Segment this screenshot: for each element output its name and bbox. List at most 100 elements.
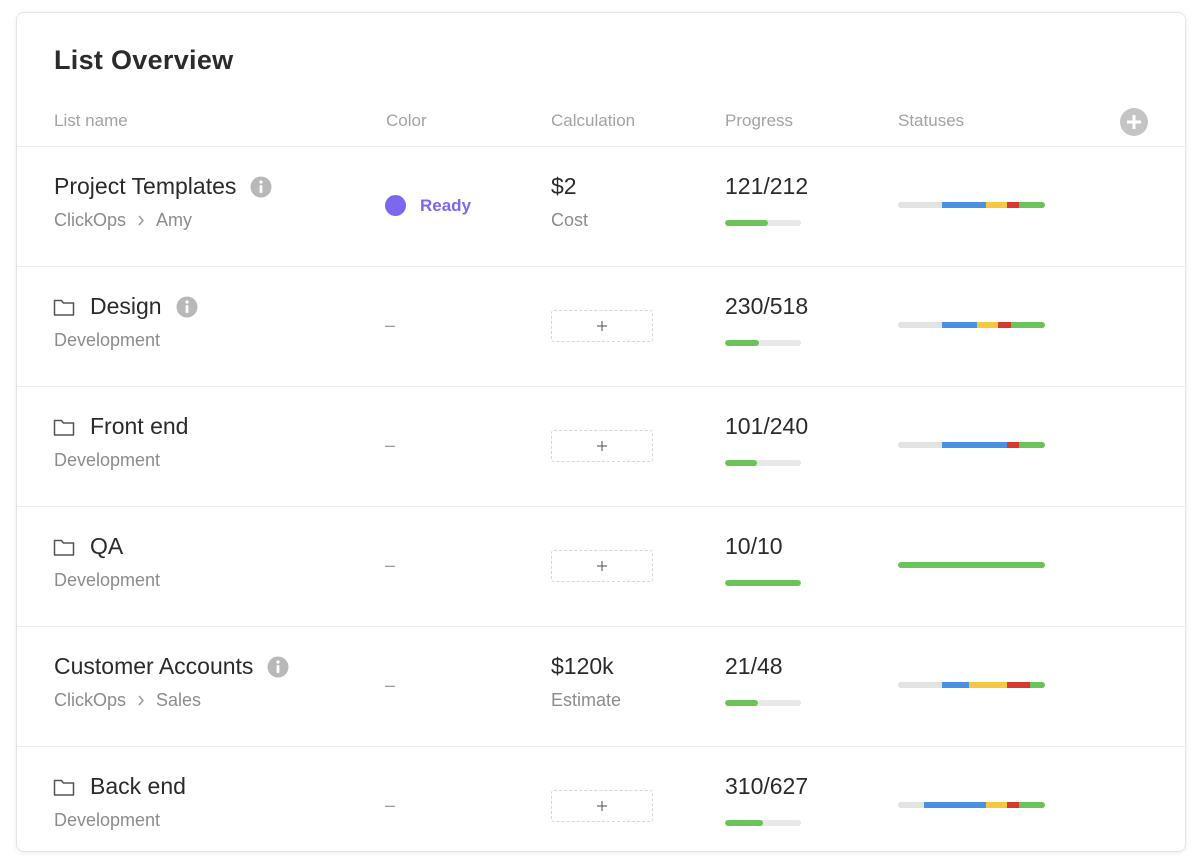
list-name[interactable]: Customer Accounts (54, 653, 254, 679)
breadcrumb-item: Development (54, 450, 161, 470)
status-segment (968, 682, 1007, 688)
status-segment (1018, 802, 1045, 808)
row-name: Design (53, 293, 198, 320)
status-bar (898, 562, 1045, 568)
list-name[interactable]: Design (90, 293, 162, 319)
status-bar (898, 802, 1045, 808)
progress-track (725, 820, 801, 826)
add-calculation-button[interactable] (551, 430, 653, 462)
folder-icon (53, 299, 75, 316)
status-segment (942, 202, 987, 208)
progress-track (725, 220, 801, 226)
breadcrumb-item: Development (54, 570, 161, 590)
folder-icon (53, 779, 75, 796)
card-title: List Overview (54, 45, 234, 75)
status-segment (924, 802, 987, 808)
folder-icon (53, 419, 75, 436)
list-overview-card: List Overview List name Color Calculation P… (16, 12, 1186, 852)
breadcrumb-item: Development (54, 810, 161, 830)
breadcrumb-chevron (138, 695, 145, 706)
plus-icon (597, 321, 607, 331)
row-name: Project Templates (54, 173, 272, 200)
progress-label: 230/518 (725, 293, 809, 319)
status-bar (898, 682, 1045, 688)
status-segment (898, 802, 925, 808)
status-segment (986, 802, 1007, 808)
breadcrumb-item: ClickOps (54, 690, 127, 710)
status-segment (898, 202, 943, 208)
breadcrumb-item: Amy (156, 210, 193, 230)
row-path: Development (54, 330, 160, 351)
status-segment (1006, 682, 1031, 688)
list-row[interactable]: Front end Development – 101/240 (17, 386, 1185, 507)
plus-icon (597, 441, 607, 451)
status-bar (898, 442, 1045, 448)
calculation-label: Cost (551, 210, 589, 230)
progress-track (725, 340, 801, 346)
row-path: Development (54, 570, 160, 591)
progress-fill (725, 460, 757, 466)
row-path: Development (54, 450, 160, 471)
progress-fill (725, 340, 759, 346)
progress-label: 21/48 (725, 653, 783, 679)
status-segment (1011, 322, 1045, 328)
column-header: Progress (725, 111, 794, 130)
calculation-value: $2 (551, 173, 577, 199)
list-name[interactable]: QA (90, 533, 124, 559)
status-segment (898, 442, 943, 448)
progress-fill (725, 700, 759, 706)
row-path: Development (54, 810, 160, 831)
list-name[interactable]: Project Templates (54, 173, 237, 199)
status-segment (898, 682, 943, 688)
list-row[interactable]: Project Templates ClickOps Amy Ready $2 Cost 1… (17, 146, 1185, 267)
row-path: ClickOps Amy (54, 210, 192, 231)
status-segment (1006, 442, 1019, 448)
breadcrumb-item: Sales (156, 690, 202, 710)
list-name[interactable]: Front end (90, 413, 189, 439)
column-header: Calculation (551, 111, 636, 130)
breadcrumb-chevron (138, 215, 145, 226)
calculation-value: $120k (551, 653, 614, 679)
add-calculation-button[interactable] (551, 310, 653, 342)
color-empty: – (385, 675, 396, 695)
status-segment (1030, 682, 1045, 688)
progress-label: 10/10 (725, 533, 783, 559)
add-column-button[interactable] (1119, 107, 1149, 137)
breadcrumb-item: Development (54, 330, 161, 350)
status-segment (1018, 202, 1045, 208)
status-segment (1018, 442, 1045, 448)
add-calculation-button[interactable] (551, 550, 653, 582)
column-header: Statuses (898, 111, 965, 130)
progress-track (725, 460, 801, 466)
info-icon (267, 656, 289, 677)
folder-icon (53, 539, 75, 556)
row-name: Back end (53, 773, 186, 800)
list-row[interactable]: Design Development – 230/518 (17, 266, 1185, 387)
add-calculation-button[interactable] (551, 790, 653, 822)
calculation-label: Estimate (551, 690, 622, 710)
status-segment (898, 562, 1045, 568)
status-segment (1006, 802, 1019, 808)
status-segment (942, 322, 978, 328)
row-name: QA (53, 533, 123, 560)
color-empty: – (385, 435, 396, 455)
progress-track (725, 700, 801, 706)
progress-label: 101/240 (725, 413, 809, 439)
list-row[interactable]: Customer Accounts ClickOps Sales – $120k Esti… (17, 626, 1185, 747)
column-header: List name (54, 111, 128, 130)
list-row[interactable]: QA Development – 10/10 (17, 506, 1185, 627)
list-row[interactable]: Back end Development – 310/627 (17, 746, 1185, 851)
plus-icon (597, 561, 607, 571)
list-name[interactable]: Back end (90, 773, 186, 799)
plus-icon (597, 801, 607, 811)
progress-fill (725, 820, 763, 826)
color-empty: – (385, 795, 396, 815)
progress-label: 310/627 (725, 773, 809, 799)
status-bar (898, 202, 1045, 208)
status-segment (1006, 202, 1019, 208)
info-icon (250, 176, 272, 197)
progress-fill (725, 220, 769, 226)
status-segment (977, 322, 998, 328)
progress-fill (725, 580, 801, 586)
